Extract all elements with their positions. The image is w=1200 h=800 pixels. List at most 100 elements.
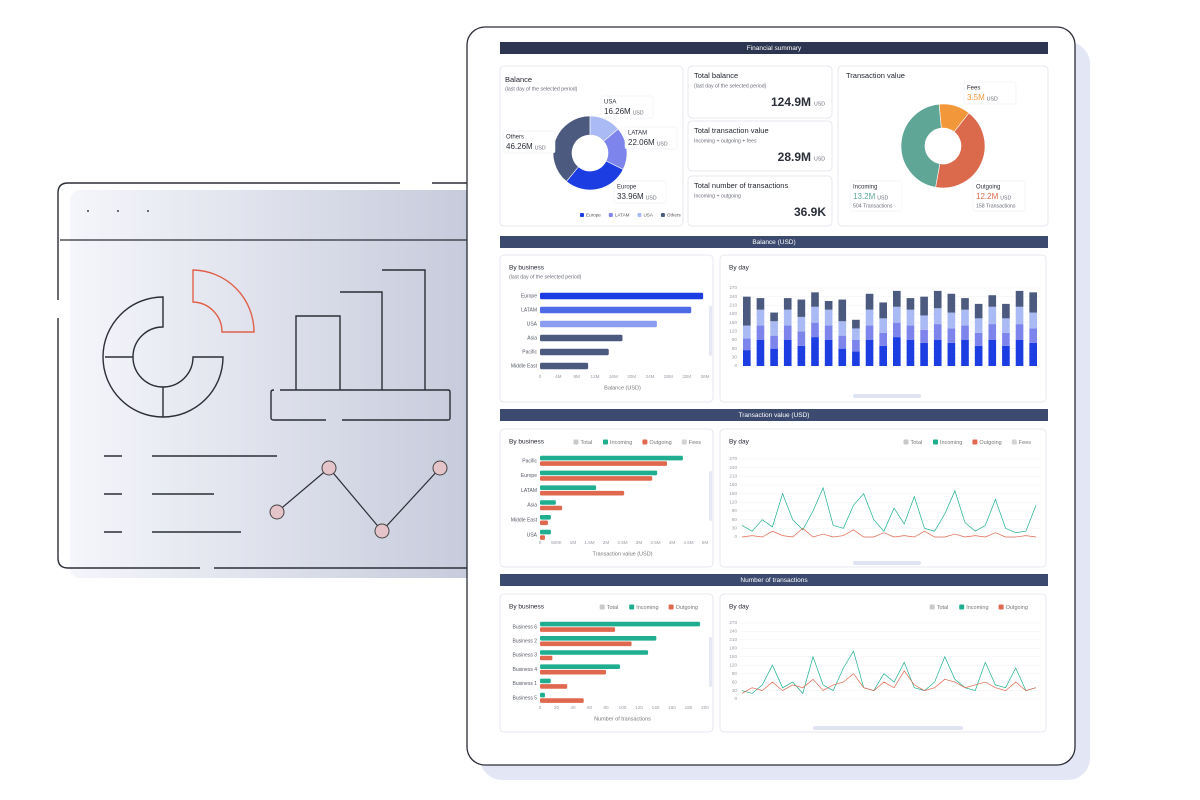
deco-point [321,460,337,476]
bar [540,476,653,481]
chart-title: By business [509,604,545,611]
bar-segment [933,290,942,309]
category-label: Outgoing [976,185,1000,191]
category-label: USA [527,321,538,327]
bar-segment [906,309,915,326]
value-label: 12.2M [976,192,999,201]
x-axis-label: Number of transactions [594,716,651,722]
legend-label: Outgoing [676,605,698,611]
bar-segment [920,342,928,366]
bar-segment [1015,306,1024,325]
bar-segment [947,293,956,313]
scrollbar [709,306,712,356]
scrollbar [813,726,963,730]
bar-segment [879,318,887,333]
window-background [70,190,490,578]
x-tick-label: 16M [609,374,618,379]
line-series [741,650,1037,695]
kpi-title: Total balance [694,71,738,80]
legend-label: Outgoing [1006,605,1028,611]
bar-segment [811,322,819,338]
value-unit: USD [877,195,888,201]
bar [540,641,632,647]
bar-segment [797,345,806,366]
bar-segment [852,328,860,340]
kpi-value: 124.9M [771,95,811,109]
bar-segment [893,322,901,338]
x-tick-label: 2M [603,540,610,545]
line-series [741,527,1037,538]
bar-segment [961,298,969,310]
category-label: USA [604,100,616,106]
bar-segment [933,308,942,325]
value-note: 158 Transactions [976,203,1016,209]
y-tick-label: 120 [729,662,737,667]
bar-segment [824,309,833,326]
bar [540,636,657,641]
chart-title: Balance [505,75,532,84]
x-tick-label: 3.5M [650,540,660,545]
bar-segment [852,319,860,329]
bar [540,470,658,476]
bar-segment [1002,332,1010,346]
bar-segment [811,292,819,307]
legend-swatch [933,439,938,445]
legend-label: Incoming [610,440,632,446]
label-box [624,126,678,150]
y-tick-label: 150 [729,654,737,659]
bar [540,485,597,490]
bar [540,515,551,520]
bar-segment [797,331,806,346]
legend-swatch [660,213,665,217]
bar-segment [865,293,874,310]
bar [540,698,584,703]
bar-segment [933,340,942,366]
bar [540,529,551,535]
bar [540,535,545,540]
label-box [613,180,667,204]
bar-segment [1029,328,1037,343]
bar [540,650,649,655]
bar [540,684,568,689]
category-label: Business 6 [513,624,538,630]
scrollbar [853,394,921,398]
x-tick-label: 12M [591,374,600,379]
legend-swatch [903,439,909,445]
bar-segment [783,298,792,310]
legend-label: Total [581,440,593,446]
value-unit: USD [657,141,668,147]
bar-segment [770,335,778,349]
bar-segment [1029,292,1037,313]
value-note: 504 Transactions [853,203,893,209]
x-tick-label: 180 [685,705,693,710]
bar-segment [852,351,860,366]
x-tick-label: 80 [603,705,609,710]
value-unit: USD [1000,195,1011,201]
y-tick-label: 120 [729,329,737,334]
dashboard: Financial summary Balance (USD) Transactio… [499,42,1049,733]
y-tick-label: 150 [729,491,737,496]
bar-segment [838,335,847,349]
x-tick-label: 3M [636,540,643,545]
bar-segment [1002,345,1010,366]
legend-swatch [608,213,613,217]
bar-segment [865,325,874,340]
bar-segment [770,348,778,366]
bar-segment [893,337,901,366]
legend-swatch [642,439,648,445]
y-tick-label: 120 [729,500,737,505]
x-tick-label: 28M [664,374,673,379]
bar-segment [1002,303,1010,319]
legend-swatch [599,604,605,610]
kpi-value: 36.9K [794,205,826,219]
donut-slice [565,160,624,191]
kpi-unit: USD [814,156,825,162]
x-tick-label: 1.5M [584,540,594,545]
chart-title: By business [509,265,545,272]
legend-label: Total [911,440,923,446]
y-tick-label: 90 [732,508,738,513]
x-tick-label: 4.5M [683,540,693,545]
y-tick-label: 180 [729,482,737,487]
category-label: USA [527,532,538,538]
